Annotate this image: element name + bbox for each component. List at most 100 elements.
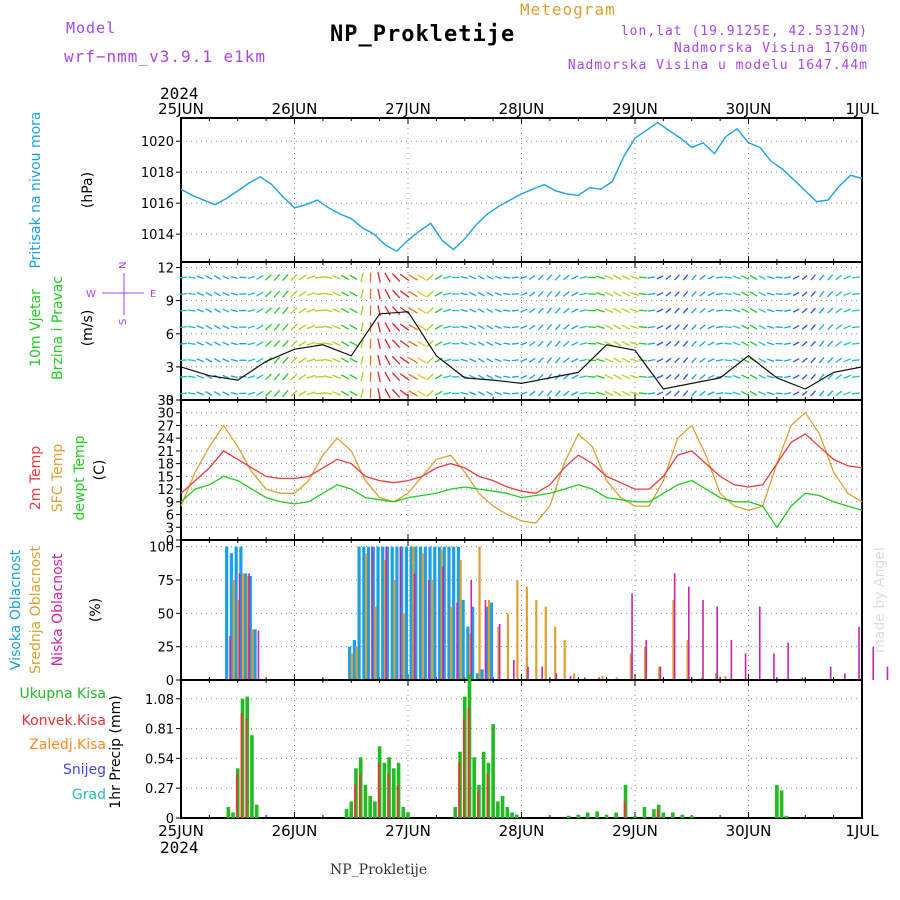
wind-arrow — [707, 275, 715, 280]
wind-arrow — [477, 341, 485, 347]
wind-arrow — [792, 391, 800, 396]
wind-arrow — [792, 324, 800, 330]
wind-arrow — [537, 274, 544, 281]
cloud-mid-bar — [237, 600, 240, 680]
wind-arrow — [187, 309, 196, 312]
wind-arrow — [579, 275, 588, 279]
wind-arrow — [520, 308, 528, 313]
wind-arrow — [377, 288, 381, 300]
model-label: Model — [66, 19, 117, 37]
cloud-high-bar — [466, 626, 470, 680]
wind-arrow — [282, 340, 289, 348]
tick-label-y: 1016 — [141, 197, 174, 212]
wind-arrow — [792, 374, 800, 379]
wind-arrow — [699, 374, 706, 380]
wind-arrow — [179, 392, 188, 395]
cloud-low-bar — [248, 573, 250, 680]
tick-label-y: 12 — [157, 483, 174, 498]
wind-arrow — [486, 308, 494, 313]
wind-arrow — [537, 390, 544, 397]
tick-label-y: 6 — [166, 509, 174, 524]
wind-arrow — [222, 358, 230, 363]
wind-arrow — [222, 374, 230, 379]
wind-arrow — [638, 326, 648, 329]
wind-arrow — [546, 274, 553, 281]
precip-total-bar — [382, 762, 387, 818]
wind-arrow — [434, 307, 443, 314]
wind-arrow — [554, 323, 561, 331]
cloud-high-bar — [244, 573, 248, 680]
wind-arrow — [222, 291, 230, 297]
precip-total-bar — [373, 801, 377, 818]
wind-arrow — [741, 291, 750, 297]
wind-arrow — [851, 276, 860, 279]
legend-group: Ukupna Kisa Konvek.Kisa Zaledj.Kisa Snijeg G… — [19, 686, 106, 803]
wind-arrow — [469, 275, 477, 280]
wind-arrow — [732, 292, 741, 296]
wind-arrow — [665, 274, 672, 281]
wind-arrow — [520, 341, 528, 346]
wind-arrow — [469, 291, 477, 297]
wind-arrow — [613, 291, 622, 297]
wind-arrow — [766, 341, 775, 346]
wind-arrow — [205, 308, 213, 313]
wind-arrow — [630, 308, 639, 313]
cloud-mid-bar — [535, 600, 538, 680]
wind-arrow — [340, 341, 350, 347]
wind-arrow — [340, 324, 350, 330]
wind-arrow — [332, 308, 341, 313]
cloud-high-bar — [409, 546, 413, 680]
wind-arrow — [511, 276, 519, 279]
wind-arrow — [460, 275, 468, 279]
wind-arrow — [323, 275, 333, 280]
cloud-low-bar — [513, 660, 515, 680]
wind-arrow — [426, 373, 434, 381]
wind-arrow — [784, 325, 792, 329]
wind-arrow — [647, 359, 656, 362]
wind-arrow — [843, 341, 852, 346]
precip-total-bar — [396, 762, 401, 818]
wind-arrow — [391, 306, 401, 315]
wind-arrow — [638, 309, 648, 312]
cloud-mid-bar — [544, 606, 547, 680]
wind-arrow — [674, 274, 680, 281]
wind-arrow — [417, 340, 427, 347]
cloud-mid-bar — [700, 677, 703, 680]
temp2m-ylabel: 2m Temp — [28, 446, 44, 510]
precip-total-bar — [652, 809, 656, 818]
wind-arrow — [426, 307, 434, 315]
cloud-high-bar — [225, 546, 229, 680]
time-label-top: 29JUN — [612, 100, 658, 118]
wind-arrow — [408, 373, 418, 381]
year-top: 2024 — [160, 84, 199, 103]
cloud-low-bar — [758, 606, 761, 680]
cloud-mid-bar — [350, 653, 353, 680]
wind-arrow — [656, 374, 664, 379]
wind-arrow — [579, 375, 588, 379]
wind-arrow — [384, 272, 391, 283]
tick-label-y: 1018 — [141, 166, 174, 181]
wind-arrow — [682, 324, 689, 331]
cloud-unit: (%) — [88, 598, 104, 622]
precip-legend-frozen: Zaledj.Kisa — [29, 737, 106, 753]
wind-arrow — [520, 391, 528, 396]
wind-arrow — [554, 390, 561, 397]
wind-arrow — [469, 374, 477, 379]
wind-arrow — [546, 390, 553, 397]
wind-arrow — [784, 358, 792, 362]
cloud-low-bar — [659, 666, 662, 680]
wind-arrow — [273, 307, 281, 315]
wind-arrow — [741, 308, 750, 314]
wind-arrow — [732, 308, 741, 313]
cloud-mid-bar — [563, 640, 566, 680]
tick-label-y: 75 — [157, 574, 174, 589]
precip-conv-bar — [656, 809, 659, 818]
wind-arrow — [741, 357, 750, 363]
wind-arrow — [554, 307, 561, 314]
wind-arrow — [477, 275, 485, 280]
wind-arrow — [529, 324, 536, 330]
wind-arrow — [818, 373, 825, 380]
wind-arrow — [647, 325, 656, 329]
wind-arrow — [810, 340, 816, 347]
precip-total-bar — [642, 806, 647, 818]
